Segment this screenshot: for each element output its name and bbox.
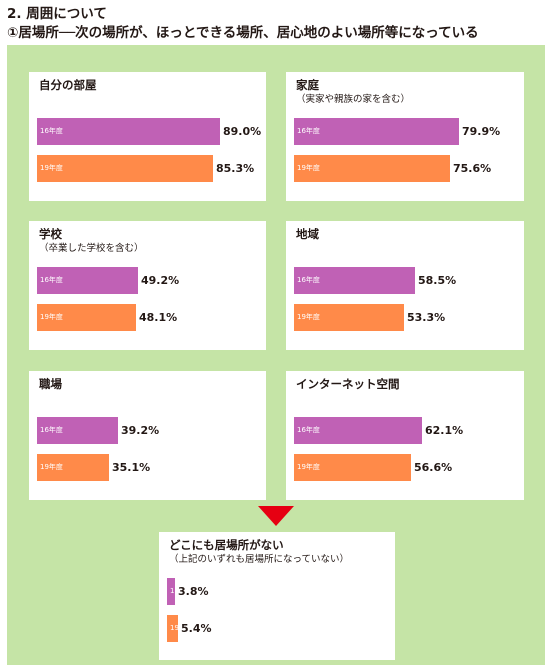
value-label: 85.3%	[216, 162, 255, 175]
value-label: 79.9%	[462, 125, 501, 138]
chart-panel: 自分の部屋 16年度 89.0% 19年度 85.3%	[29, 72, 266, 201]
bar-16: 16年度	[37, 417, 118, 444]
series-label: 16年度	[297, 426, 320, 434]
panel-subtitle: （上記のいずれも居場所になっていない）	[169, 554, 350, 565]
section-subheading: ①居場所──次の場所が、ほっとできる場所、居心地のよい場所等になっている	[7, 25, 479, 41]
value-label: 49.2%	[141, 274, 180, 287]
series-label: 19年度	[297, 313, 320, 321]
series-label: 19年度	[170, 624, 193, 632]
value-label: 53.3%	[407, 311, 446, 324]
value-label: 89.0%	[223, 125, 262, 138]
series-label: 19年度	[297, 463, 320, 471]
series-label: 16年度	[297, 276, 320, 284]
bar-16: 16年度	[167, 578, 193, 605]
chart-panel: インターネット空間 16年度 62.1% 19年度 56.6%	[286, 371, 524, 500]
bar-19: 19年度	[294, 454, 411, 481]
chart-panel: 職場 16年度 39.2% 19年度 35.1%	[29, 371, 266, 500]
panel-title: 職場	[39, 377, 62, 391]
series-label: 19年度	[297, 164, 320, 172]
series-label: 16年度	[40, 276, 63, 284]
series-label: 19年度	[40, 463, 63, 471]
series-label: 19年度	[40, 164, 63, 172]
chart-panel: 家庭 （実家や親族の家を含む） 16年度 79.9% 19年度 75.6%	[286, 72, 524, 201]
panel-title: インターネット空間	[296, 377, 400, 391]
panel-title: 自分の部屋	[39, 78, 97, 92]
value-label: 62.1%	[425, 424, 464, 437]
value-label: 58.5%	[418, 274, 457, 287]
section-heading: 2. 周囲について	[7, 6, 107, 22]
bar-19: 19年度	[37, 155, 213, 182]
value-label: 48.1%	[139, 311, 178, 324]
value-label: 75.6%	[453, 162, 492, 175]
chart-panel: 地域 16年度 58.5% 19年度 53.3%	[286, 221, 524, 350]
panel-subtitle: （実家や親族の家を含む）	[296, 94, 411, 105]
series-label: 16年度	[40, 426, 63, 434]
panel-title: 家庭	[296, 78, 319, 92]
panel-title: 学校	[39, 227, 62, 241]
bar-19: 19年度	[167, 615, 193, 642]
bar-16: 16年度	[37, 267, 138, 294]
value-label: 5.4%	[181, 622, 212, 635]
bar-19: 19年度	[294, 304, 404, 331]
panel-title: どこにも居場所がない	[169, 538, 284, 552]
series-label: 16年度	[40, 127, 63, 135]
series-label: 19年度	[40, 313, 63, 321]
value-label: 35.1%	[112, 461, 151, 474]
bar-16: 16年度	[37, 118, 220, 145]
chart-panel: 学校 （卒業した学校を含む） 16年度 49.2% 19年度 48.1%	[29, 221, 266, 350]
bar-16: 16年度	[294, 267, 415, 294]
series-label: 16年度	[170, 587, 193, 595]
series-label: 16年度	[297, 127, 320, 135]
bar-19: 19年度	[37, 304, 136, 331]
bar-19: 19年度	[294, 155, 450, 182]
value-label: 39.2%	[121, 424, 160, 437]
bar-16: 16年度	[294, 417, 422, 444]
value-label: 3.8%	[178, 585, 209, 598]
chart-panel: どこにも居場所がない （上記のいずれも居場所になっていない） 16年度 3.8% 19年…	[159, 532, 395, 660]
bar-16: 16年度	[294, 118, 459, 145]
down-arrow-icon	[258, 506, 294, 526]
panel-title: 地域	[296, 227, 319, 241]
panel-subtitle: （卒業した学校を含む）	[39, 243, 144, 254]
value-label: 56.6%	[414, 461, 453, 474]
bar-19: 19年度	[37, 454, 109, 481]
